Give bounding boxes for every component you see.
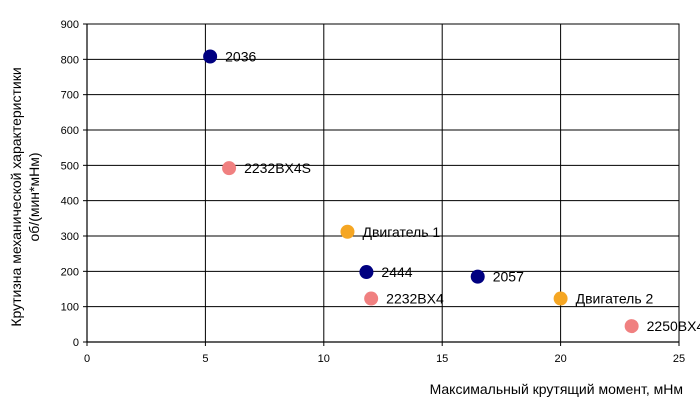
data-point-label: Двигатель 1: [362, 224, 440, 240]
data-point: [553, 291, 568, 306]
data-point-label: 2057: [493, 269, 524, 285]
y-axis-title: Крутизна механической характеристики об/(…: [8, 67, 42, 326]
y-tick-label: 800: [61, 54, 79, 66]
axes: [83, 23, 680, 346]
data-point-label: 2036: [225, 49, 256, 65]
data-point: [624, 319, 639, 334]
x-tick-label: 25: [673, 353, 685, 365]
y-tick-label: 500: [61, 160, 79, 172]
data-point: [203, 49, 218, 64]
data-point-label: 2232BX4S: [244, 160, 311, 176]
data-point: [340, 224, 355, 239]
x-tick-label: 10: [318, 353, 330, 365]
data-point: [470, 269, 485, 284]
data-point: [222, 161, 237, 176]
x-tick-label: 15: [436, 353, 448, 365]
y-axis-title-line: Крутизна механической характеристики: [8, 67, 24, 326]
x-tick-label: 0: [84, 353, 90, 365]
y-tick-label: 100: [61, 302, 79, 314]
data-point-label: 2444: [381, 264, 412, 280]
y-tick-label: 600: [61, 125, 79, 137]
x-tick-label: 20: [554, 353, 566, 365]
y-tick-label: 400: [61, 196, 79, 208]
data-point-label: Двигатель 2: [576, 291, 654, 307]
y-tick-label: 300: [61, 231, 79, 243]
y-tick-label: 900: [61, 19, 79, 31]
grid: [86, 23, 680, 343]
data-point: [359, 265, 374, 280]
x-axis-title: Максимальный крутящий момент, мНм: [430, 381, 683, 397]
data-point-label: 2232BX4: [386, 291, 444, 307]
point-labels: 2036 2232BX4S Двигатель 1 2444 2232BX4 2057 Дв…: [225, 49, 700, 335]
y-tick-label: 0: [73, 337, 79, 349]
tick-labels: 0 100 200 300 400 500 600 700 800 900 0 5 10 15 20 25: [61, 19, 685, 365]
x-tick-label: 5: [202, 353, 208, 365]
data-point: [364, 291, 379, 306]
data-point-label: 2250BX4: [647, 318, 700, 334]
y-axis-title-line: об/(мин*мНм): [26, 152, 42, 241]
y-tick-label: 700: [61, 90, 79, 102]
y-tick-label: 200: [61, 266, 79, 278]
data-points: [203, 49, 639, 334]
